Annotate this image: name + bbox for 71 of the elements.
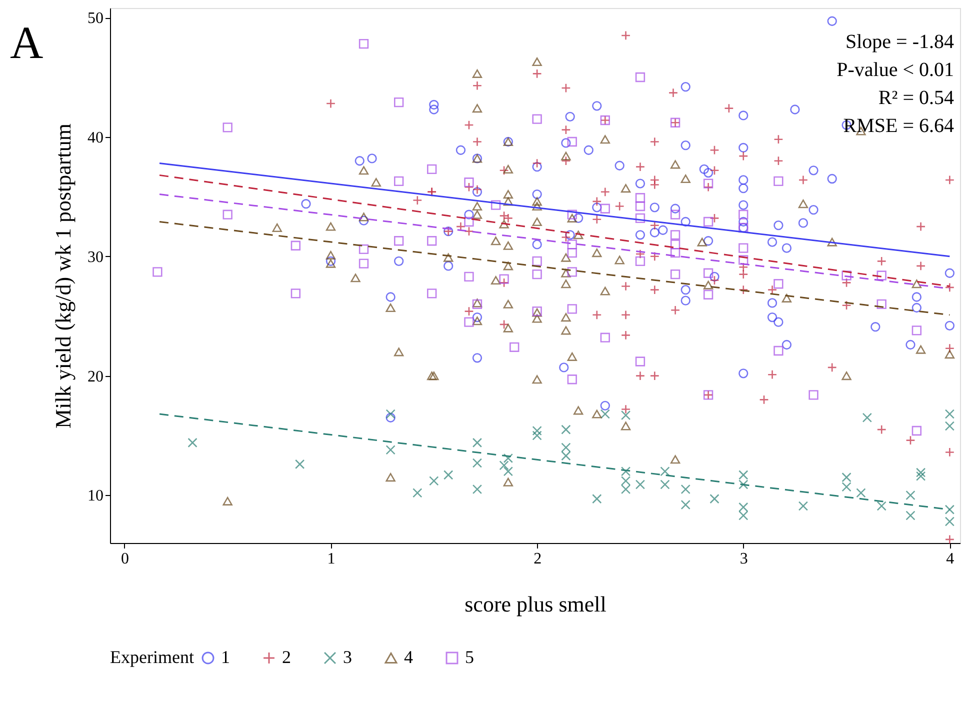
point bbox=[532, 430, 542, 440]
y-axis-title: Milk yield (kg/d) wk 1 postpartum bbox=[50, 124, 76, 428]
legend-label: 3 bbox=[343, 647, 352, 667]
y-tick-label: 10 bbox=[88, 488, 104, 505]
point bbox=[472, 484, 482, 494]
point bbox=[738, 502, 748, 512]
legend-label: 2 bbox=[282, 647, 291, 667]
point bbox=[503, 453, 514, 464]
point bbox=[472, 438, 482, 448]
point bbox=[620, 466, 631, 476]
point bbox=[710, 494, 720, 504]
point bbox=[944, 421, 955, 431]
point bbox=[944, 504, 955, 514]
point bbox=[738, 470, 748, 480]
point bbox=[944, 516, 955, 526]
point bbox=[532, 426, 542, 436]
x-axis-title: score plus smell bbox=[464, 592, 606, 616]
point bbox=[916, 468, 926, 478]
legend-label: 1 bbox=[221, 647, 230, 667]
point bbox=[906, 510, 916, 520]
point bbox=[660, 480, 670, 490]
annotation: RMSE = 6.64 bbox=[843, 115, 954, 137]
x-tick-label: 0 bbox=[120, 550, 129, 568]
point bbox=[916, 471, 926, 481]
annotation: P-value < 0.01 bbox=[836, 59, 954, 81]
point bbox=[444, 470, 454, 480]
point bbox=[429, 476, 439, 486]
point bbox=[620, 484, 631, 494]
point bbox=[944, 409, 955, 419]
point bbox=[876, 501, 886, 511]
point bbox=[680, 484, 690, 494]
point bbox=[386, 445, 396, 455]
point bbox=[798, 501, 808, 511]
point bbox=[561, 450, 571, 461]
legend-title: Experiment bbox=[110, 647, 194, 667]
x-tick-label: 3 bbox=[740, 550, 748, 568]
point bbox=[660, 466, 670, 476]
point bbox=[842, 472, 852, 482]
point bbox=[412, 488, 422, 498]
chart-title: A bbox=[10, 17, 44, 68]
point bbox=[592, 494, 602, 504]
point bbox=[386, 409, 396, 419]
point bbox=[503, 466, 514, 476]
point bbox=[862, 412, 872, 422]
point bbox=[738, 510, 748, 520]
annotation: R² = 0.54 bbox=[878, 87, 954, 109]
point bbox=[635, 480, 646, 490]
point bbox=[620, 410, 631, 420]
y-tick-label: 50 bbox=[88, 10, 104, 28]
x-tick-label: 2 bbox=[534, 550, 542, 568]
point bbox=[738, 480, 748, 490]
legend-label: 5 bbox=[465, 647, 474, 667]
annotation: Slope = -1.84 bbox=[846, 31, 954, 53]
legend-label: 4 bbox=[404, 647, 413, 667]
point bbox=[842, 482, 852, 492]
point bbox=[499, 460, 509, 470]
point bbox=[294, 459, 305, 470]
point bbox=[906, 490, 916, 500]
y-tick-label: 20 bbox=[88, 368, 104, 386]
x-tick-label: 4 bbox=[946, 550, 954, 568]
point bbox=[600, 409, 610, 419]
point bbox=[188, 438, 198, 448]
point bbox=[620, 476, 631, 486]
y-tick-label: 40 bbox=[88, 129, 104, 146]
point bbox=[561, 442, 571, 452]
point bbox=[472, 458, 482, 468]
point bbox=[680, 500, 690, 510]
point bbox=[561, 424, 571, 434]
x-tick-label: 1 bbox=[327, 550, 336, 568]
point bbox=[856, 488, 866, 498]
y-tick-label: 30 bbox=[88, 248, 104, 266]
